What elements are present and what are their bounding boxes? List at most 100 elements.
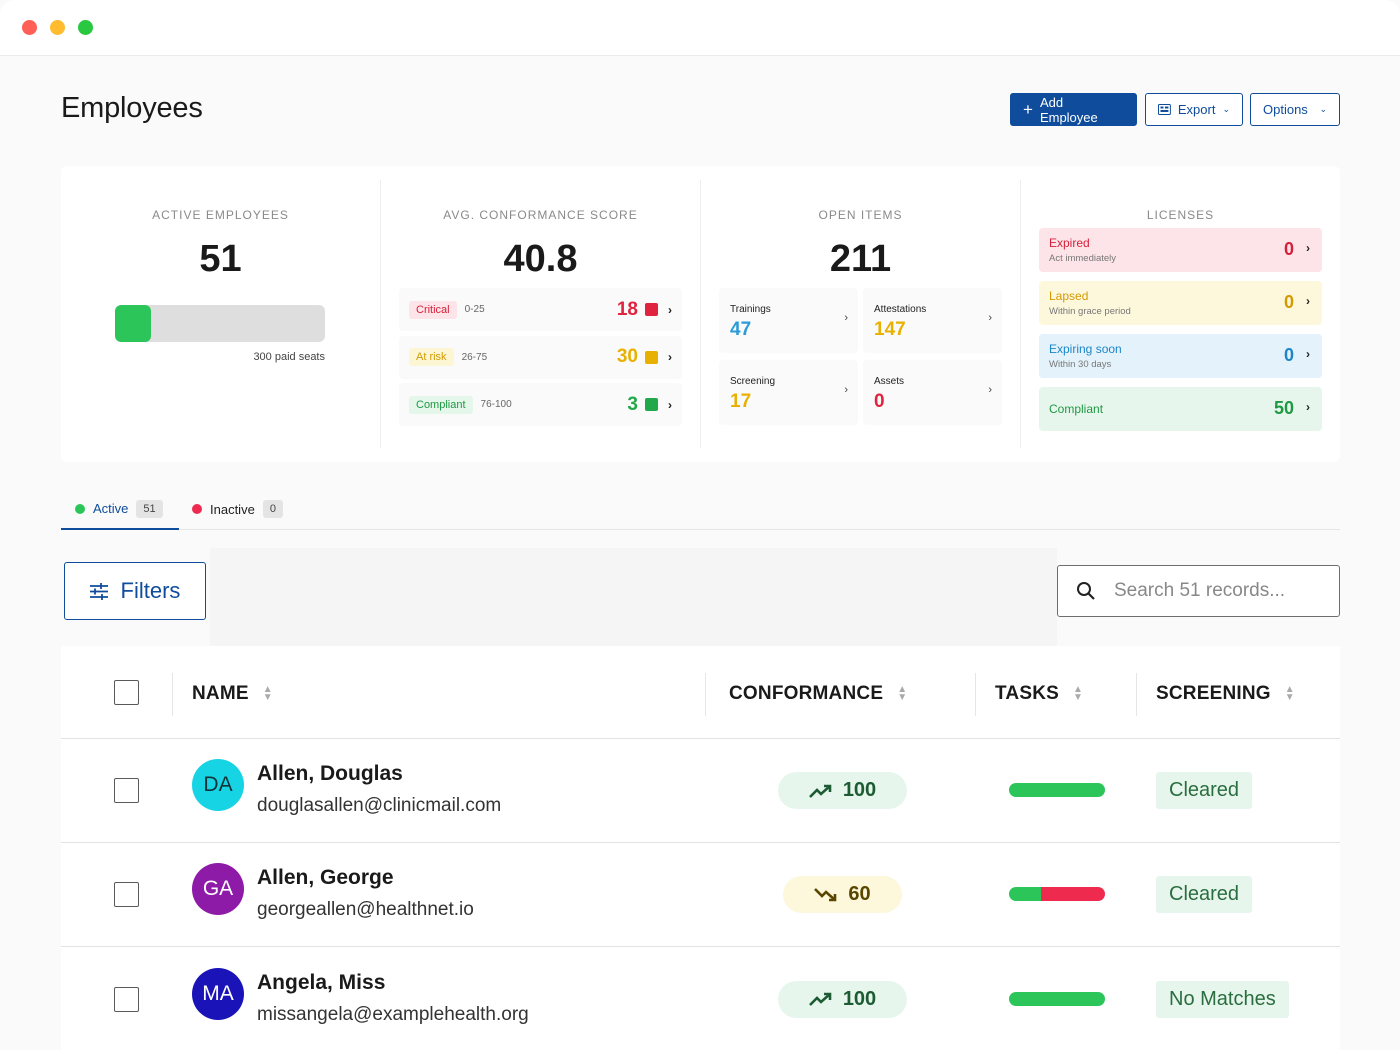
table-row: MA Angela, Miss missangela@examplehealth.o… [61,948,1340,1050]
license-row-expiring-soon[interactable]: Expiring soon Within 30 days 0 › [1039,334,1322,378]
chevron-right-icon: › [668,350,672,364]
license-row-lapsed[interactable]: Lapsed Within grace period 0 › [1039,281,1322,325]
status-tabs: Active 51 Inactive 0 [61,489,1340,530]
employee-name[interactable]: Allen, Douglas [257,762,403,785]
license-count: 0 [1283,292,1294,312]
table-header: NAME ▲ ▼ CONFORMANCE ▲ ▼ TASKS ▲ ▼ SCREENIN… [61,646,1340,739]
screening-status-badge: Cleared [1156,876,1253,914]
screening-status-badge: No Matches [1156,980,1289,1018]
open-item-label: Screening [730,376,776,387]
employee-name[interactable]: Allen, George [257,866,394,890]
table-row: GA Allen, George georgeallen@healthnet.io 6… [61,843,1340,948]
open-item-count: 17 [730,391,752,412]
export-button[interactable]: Export ⌄ [1145,93,1243,126]
screening-status-badge: Cleared [1156,772,1253,809]
export-label: Export [1177,102,1216,117]
score-band-swatch [645,303,658,316]
minimize-window-icon[interactable] [50,20,65,35]
license-subtitle: Act immediately [1049,253,1117,264]
employees-table: NAME ▲ ▼ CONFORMANCE ▲ ▼ TASKS ▲ ▼ SCREENIN… [61,646,1340,1050]
license-row-compliant[interactable]: Compliant 50 › [1039,387,1322,431]
license-title: Lapsed [1049,289,1089,303]
filters-button[interactable]: Filters [64,562,206,620]
column-divider [172,673,173,716]
chevron-right-icon: › [668,302,672,317]
stat-value: 40.8 [503,238,578,280]
name-column-header[interactable]: NAME ▲ ▼ [192,674,273,714]
column-divider [975,673,976,716]
add-employee-button[interactable]: + Add Employee [1010,93,1137,126]
tasks-complete-segment [1009,991,1105,1006]
score-band-row[interactable]: Critical 0-25 18 › [399,288,682,331]
tasks-overdue-segment [1040,887,1105,902]
sort-icon: ▲ ▼ [262,684,273,703]
select-all-checkbox[interactable] [114,680,139,705]
filter-chips-area [210,548,1057,653]
add-employee-label: Add Employee [1039,94,1098,125]
trending-down-icon [814,887,838,902]
column-divider [700,180,701,448]
active-status-dot [75,503,85,514]
row-checkbox[interactable] [114,882,139,908]
open-item-trainings[interactable]: Trainings 47 › [719,288,858,353]
chevron-right-icon: › [1306,241,1310,255]
conformance-score-pill[interactable]: 100 [778,980,907,1018]
stat-label: AVG. CONFORMANCE SCORE [443,208,638,222]
search-input[interactable] [1114,580,1334,602]
open-item-screening[interactable]: Screening 17 › [719,360,858,425]
score-band-range: 76-100 [480,399,512,410]
avatar: DA [192,759,244,811]
license-subtitle: Within 30 days [1049,359,1112,370]
chevron-right-icon: › [844,312,848,324]
tab-active[interactable]: Active 51 [61,489,179,530]
column-title: CONFORMANCE [729,683,884,704]
employee-name[interactable]: Angela, Miss [257,970,386,994]
window-titlebar [0,0,1400,56]
license-row-expired[interactable]: Expired Act immediately 0 › [1039,228,1322,272]
tasks-column-header[interactable]: TASKS ▲ ▼ [995,674,1083,714]
chevron-right-icon: › [1306,294,1310,308]
score-band-row[interactable]: Compliant 76-100 3 › [399,383,682,426]
license-count: 0 [1283,239,1294,259]
conformance-score-pill[interactable]: 60 [783,876,902,914]
column-title: SCREENING [1156,683,1271,704]
tab-inactive[interactable]: Inactive 0 [192,489,283,529]
conformance-score: 100 [842,987,877,1010]
open-item-label: Attestations [874,304,927,315]
column-title: NAME [192,683,249,704]
tasks-progress-bar [1009,783,1105,797]
chevron-down-icon: ⌄ [1222,104,1230,114]
maximize-window-icon[interactable] [78,20,93,35]
sliders-icon [89,582,108,600]
conformance-column-header[interactable]: CONFORMANCE ▲ ▼ [729,674,907,714]
export-icon [1158,104,1171,115]
stat-label: ACTIVE EMPLOYEES [152,208,289,222]
options-button[interactable]: Options ⌄ [1250,93,1340,126]
tab-label: Active [93,501,129,516]
open-item-assets[interactable]: Assets 0 › [863,360,1002,425]
column-divider [705,673,706,716]
score-band-range: 0-25 [464,304,485,315]
license-title: Expiring soon [1049,342,1122,356]
trending-up-icon [808,784,833,798]
chevron-right-icon: › [988,312,992,324]
employee-email: georgeallen@healthnet.io [257,899,474,921]
chevron-right-icon: › [668,397,672,412]
sort-icon: ▲ ▼ [897,684,908,703]
stat-value: 51 [199,238,242,280]
open-item-label: Trainings [730,304,771,315]
row-checkbox[interactable] [114,986,139,1012]
employee-email: douglasallen@clinicmail.com [257,795,502,816]
conformance-score-pill[interactable]: 100 [778,772,907,809]
score-band-row[interactable]: At risk 26-75 30 › [399,335,682,379]
score-band-count: 3 [627,393,638,415]
column-divider [1136,673,1137,716]
open-item-attestations[interactable]: Attestations 147 › [863,288,1002,353]
close-window-icon[interactable] [22,20,37,35]
row-checkbox[interactable] [114,778,139,803]
license-count: 50 [1273,398,1294,418]
column-divider [380,180,381,448]
score-band-count: 30 [616,346,638,367]
screening-column-header[interactable]: SCREENING ▲ ▼ [1156,674,1295,714]
column-title: TASKS [995,683,1059,704]
